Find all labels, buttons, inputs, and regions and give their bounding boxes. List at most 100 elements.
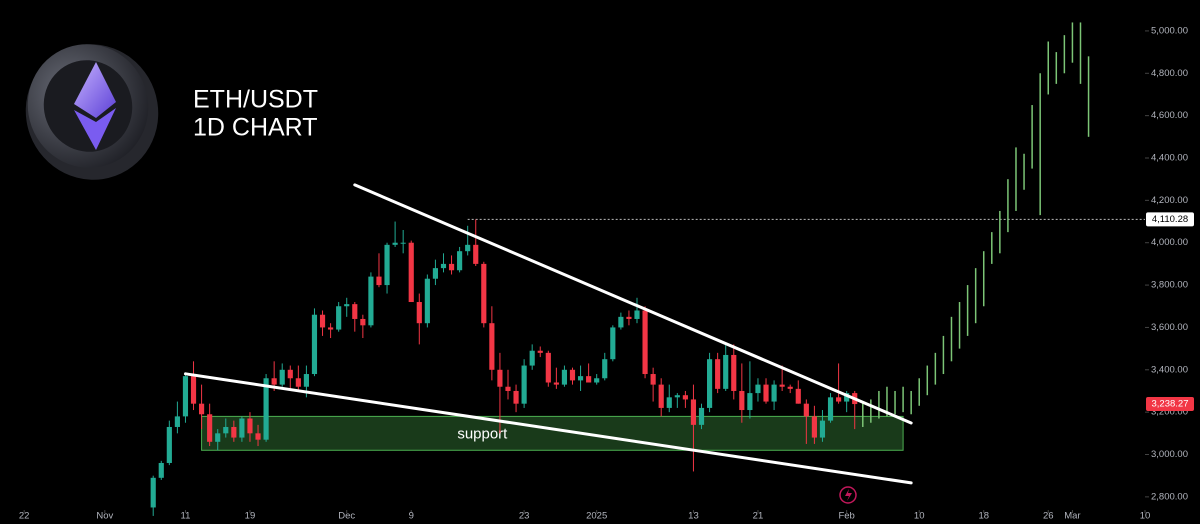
x-tick-label: Dec — [338, 511, 355, 522]
candle-body — [779, 384, 785, 387]
candle-body — [384, 244, 390, 286]
candle-body — [279, 369, 285, 385]
y-tick-label: 5,000.00 — [1151, 25, 1188, 36]
candle-body — [844, 393, 850, 402]
candle-body — [247, 418, 253, 434]
x-tick-label: 22 — [19, 511, 30, 522]
candle-body — [723, 354, 729, 389]
candle-body — [432, 268, 439, 279]
candle-body — [569, 369, 576, 381]
candle-body — [448, 263, 455, 271]
candle-body — [586, 376, 592, 383]
candle-body — [561, 369, 568, 385]
y-tick-label: 4,600.00 — [1151, 110, 1188, 121]
candle-body — [715, 359, 721, 389]
candle-body — [408, 242, 414, 303]
y-tick-label: 3,200.00 — [1151, 407, 1188, 418]
candle-body — [207, 414, 213, 442]
candle-body — [400, 242, 406, 244]
candle-body — [239, 418, 245, 438]
x-tick-label: 13 — [688, 511, 699, 522]
candle-body — [650, 374, 656, 385]
candle-body — [215, 433, 221, 442]
eth-coin-icon — [25, 44, 159, 180]
candle-body — [731, 354, 737, 391]
last-price-label: 3,238.27 — [1152, 399, 1189, 410]
candle-body — [336, 306, 342, 330]
candle-body — [634, 310, 640, 319]
candle-body — [682, 395, 688, 400]
y-tick-label: 3,600.00 — [1151, 322, 1188, 333]
candle-body — [368, 276, 374, 326]
candle-body — [666, 397, 672, 408]
candle-body — [287, 369, 293, 379]
candle-body — [747, 393, 753, 411]
candle-body — [545, 352, 551, 383]
y-tick-label: 4,800.00 — [1151, 68, 1188, 79]
candle-body — [497, 369, 503, 387]
x-tick-label: 21 — [753, 511, 764, 522]
candle-body — [392, 242, 398, 245]
x-tick-label: 19 — [245, 511, 256, 522]
y-tick-label: 4,000.00 — [1151, 237, 1188, 248]
level-price-label: 4,110.28 — [1152, 214, 1188, 225]
candle-body — [166, 426, 172, 463]
candle-body — [465, 244, 471, 252]
candle-body — [698, 407, 705, 425]
candle-body — [763, 384, 769, 402]
candle-body — [811, 416, 817, 438]
candle-body — [190, 376, 197, 404]
alert-icon — [839, 486, 857, 504]
candle-body — [199, 403, 205, 415]
x-tick-label: Nov — [96, 511, 113, 522]
candle-body — [827, 397, 834, 421]
x-tick-label: 26 — [1043, 511, 1054, 522]
candle-body — [618, 316, 624, 328]
x-tick-label: 23 — [519, 511, 530, 522]
candle-body — [553, 382, 559, 385]
x-tick-label: 10 — [914, 511, 925, 522]
candle-body — [158, 462, 164, 478]
x-tick-label: 2025 — [586, 511, 607, 522]
candle-body — [706, 359, 713, 408]
candle-body — [150, 477, 156, 508]
candle-body — [440, 263, 447, 269]
candle-body — [674, 395, 680, 398]
candle-body — [182, 376, 189, 417]
trendline — [183, 372, 913, 485]
candle-body — [489, 323, 495, 370]
candle-body — [295, 378, 301, 387]
candle-body — [836, 397, 842, 402]
candle-body — [771, 384, 777, 402]
candle-body — [739, 390, 745, 411]
chart-title: ETH/USDT — [193, 86, 318, 114]
candle-body — [795, 388, 801, 404]
y-tick-label: 2,800.00 — [1151, 491, 1188, 502]
x-tick-label: 18 — [978, 511, 989, 522]
candle-body — [819, 420, 826, 438]
y-tick-label: 4,400.00 — [1151, 153, 1188, 164]
chart-subtitle: 1D CHART — [193, 114, 318, 142]
candle-body — [376, 276, 382, 286]
support-label: support — [457, 425, 508, 442]
candle-body — [271, 378, 277, 385]
candle-body — [755, 384, 761, 394]
candle-body — [424, 278, 430, 324]
x-tick-label: Mar — [1064, 511, 1080, 522]
candle-body — [610, 327, 616, 360]
y-tick-label: 3,800.00 — [1151, 280, 1188, 291]
y-tick-label: 3,000.00 — [1151, 449, 1188, 460]
candle-body — [311, 314, 318, 375]
candle-body — [344, 304, 350, 307]
x-tick-label: Feb — [838, 511, 854, 522]
candle-body — [416, 302, 422, 324]
x-tick-label: 10 — [1140, 511, 1151, 522]
candle-body — [626, 316, 632, 319]
candle-body — [303, 374, 309, 387]
candle-body — [457, 251, 463, 271]
candle-body — [787, 386, 793, 389]
candle-body — [360, 318, 366, 326]
level-price-box — [1146, 212, 1194, 227]
candle-body — [505, 386, 511, 391]
